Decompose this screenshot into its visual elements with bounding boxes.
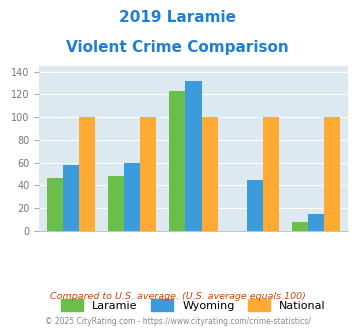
Text: 2019 Laramie: 2019 Laramie [119,10,236,25]
Bar [324,117,340,231]
Bar [292,222,308,231]
Bar [79,117,95,231]
Bar [185,81,202,231]
Bar [169,91,185,231]
Bar [247,180,263,231]
Bar [108,176,124,231]
Text: © 2025 CityRating.com - https://www.cityrating.com/crime-statistics/: © 2025 CityRating.com - https://www.city… [45,317,310,326]
Text: Compared to U.S. average. (U.S. average equals 100): Compared to U.S. average. (U.S. average … [50,292,305,301]
Legend: Laramie, Wyoming, National: Laramie, Wyoming, National [61,299,326,312]
Bar [202,117,218,231]
Bar [63,165,79,231]
Bar [140,117,157,231]
Text: Violent Crime Comparison: Violent Crime Comparison [66,40,289,54]
Bar [124,163,140,231]
Bar [263,117,279,231]
Bar [47,178,63,231]
Bar [308,214,324,231]
